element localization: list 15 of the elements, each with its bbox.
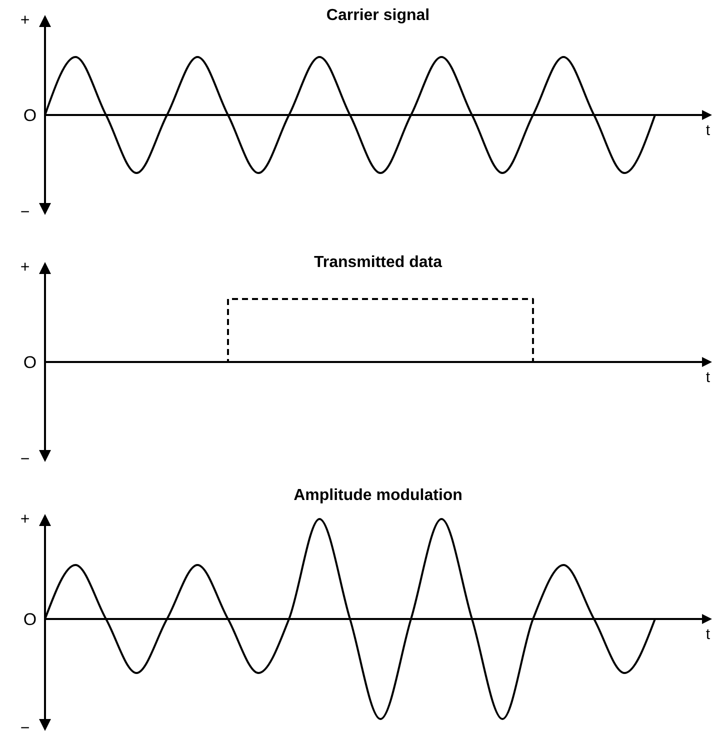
chart-title: Carrier signal	[326, 7, 430, 24]
annotation: O	[23, 353, 37, 372]
x-axis-title: t	[706, 369, 711, 386]
text: −	[20, 720, 30, 737]
annotation: O	[23, 106, 37, 125]
text: −	[20, 204, 30, 221]
x-axis-title: t	[706, 626, 711, 643]
chart-title: Amplitude modulation	[294, 487, 462, 504]
x-axis-title: t	[706, 122, 711, 139]
text: +	[20, 12, 30, 29]
text: −	[20, 451, 30, 468]
text: +	[20, 511, 30, 528]
text: +	[20, 259, 30, 276]
annotation: O	[23, 610, 37, 629]
chart-title: Transmitted data	[314, 254, 442, 271]
